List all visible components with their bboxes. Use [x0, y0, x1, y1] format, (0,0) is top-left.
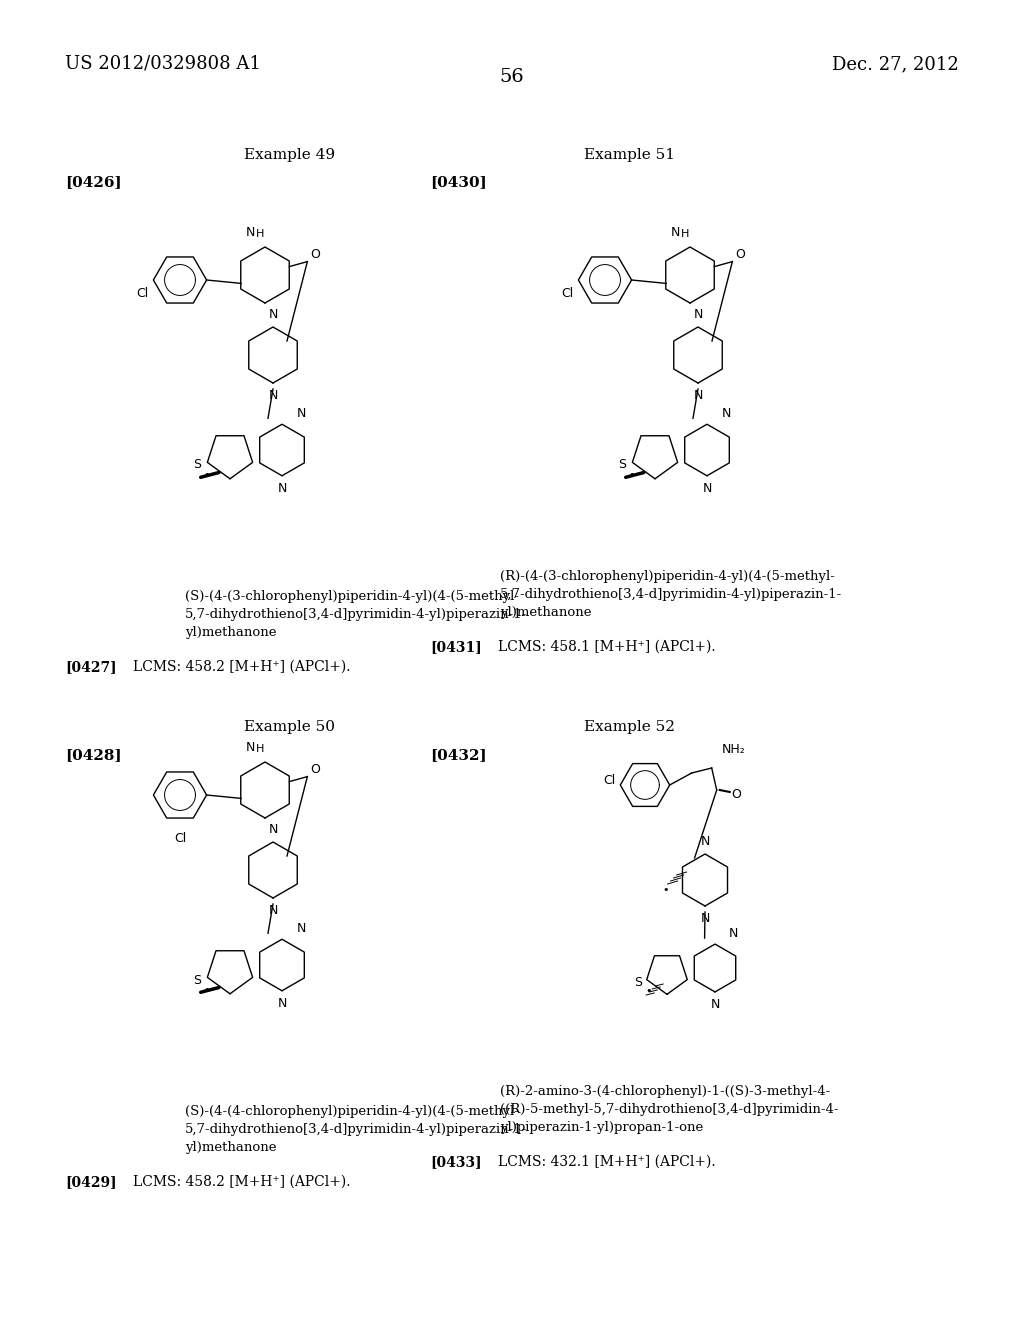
Text: N: N [268, 389, 278, 403]
Text: [0433]: [0433] [430, 1155, 481, 1170]
Text: O: O [310, 763, 321, 776]
Text: (S)-(4-(4-chlorophenyl)piperidin-4-yl)(4-(5-methyl-
5,7-dihydrothieno[3,4-d]pyri: (S)-(4-(4-chlorophenyl)piperidin-4-yl)(4… [185, 1105, 527, 1154]
Text: [0426]: [0426] [65, 176, 122, 189]
Text: N: N [693, 308, 702, 321]
Text: N: N [246, 226, 255, 239]
Text: [0429]: [0429] [65, 1175, 117, 1189]
Text: LCMS: 458.2 [M+H⁺] (APCl+).: LCMS: 458.2 [M+H⁺] (APCl+). [133, 1175, 350, 1189]
Text: O: O [310, 248, 321, 261]
Text: N: N [728, 927, 738, 940]
Text: •: • [204, 985, 210, 995]
Text: Cl: Cl [174, 832, 186, 845]
Text: H: H [681, 228, 689, 239]
Text: Example 50: Example 50 [245, 719, 336, 734]
Text: N: N [278, 997, 287, 1010]
Text: N: N [671, 226, 680, 239]
Text: N: N [246, 741, 255, 754]
Text: (R)-(4-(3-chlorophenyl)piperidin-4-yl)(4-(5-methyl-
5,7-dihydrothieno[3,4-d]pyri: (R)-(4-(3-chlorophenyl)piperidin-4-yl)(4… [500, 570, 843, 619]
Text: Cl: Cl [137, 286, 148, 300]
Text: Dec. 27, 2012: Dec. 27, 2012 [833, 55, 959, 73]
Text: Cl: Cl [603, 774, 615, 787]
Text: (S)-(4-(3-chlorophenyl)piperidin-4-yl)(4-(5-methyl-
5,7-dihydrothieno[3,4-d]pyri: (S)-(4-(3-chlorophenyl)piperidin-4-yl)(4… [185, 590, 527, 639]
Text: (R)-2-amino-3-(4-chlorophenyl)-1-((S)-3-methyl-4-
((R)-5-methyl-5,7-dihydrothien: (R)-2-amino-3-(4-chlorophenyl)-1-((S)-3-… [500, 1085, 839, 1134]
Text: N: N [700, 912, 710, 925]
Text: N: N [297, 407, 306, 420]
Text: N: N [278, 482, 287, 495]
Text: Example 51: Example 51 [585, 148, 676, 162]
Text: LCMS: 432.1 [M+H⁺] (APCl+).: LCMS: 432.1 [M+H⁺] (APCl+). [498, 1155, 716, 1170]
Text: [0430]: [0430] [430, 176, 486, 189]
Text: N: N [711, 998, 720, 1011]
Text: •: • [645, 986, 652, 997]
Text: Cl: Cl [562, 286, 574, 300]
Text: •: • [629, 470, 635, 480]
Text: H: H [256, 744, 264, 754]
Text: Example 52: Example 52 [585, 719, 676, 734]
Text: N: N [297, 921, 306, 935]
Text: [0428]: [0428] [65, 748, 122, 762]
Text: [0427]: [0427] [65, 660, 117, 675]
Text: [0432]: [0432] [430, 748, 486, 762]
Text: 56: 56 [500, 69, 524, 86]
Text: •: • [663, 884, 669, 895]
Text: NH₂: NH₂ [722, 743, 745, 756]
Text: H: H [256, 228, 264, 239]
Text: N: N [268, 822, 278, 836]
Text: S: S [634, 977, 642, 990]
Text: S: S [618, 458, 627, 471]
Text: N: N [268, 308, 278, 321]
Text: N: N [700, 836, 710, 847]
Text: S: S [194, 458, 201, 471]
Text: Example 49: Example 49 [245, 148, 336, 162]
Text: O: O [732, 788, 741, 801]
Text: LCMS: 458.2 [M+H⁺] (APCl+).: LCMS: 458.2 [M+H⁺] (APCl+). [133, 660, 350, 675]
Text: •: • [204, 470, 210, 480]
Text: O: O [735, 248, 745, 261]
Text: N: N [702, 482, 712, 495]
Text: US 2012/0329808 A1: US 2012/0329808 A1 [65, 55, 261, 73]
Text: S: S [194, 974, 201, 986]
Text: [0431]: [0431] [430, 640, 481, 653]
Text: N: N [722, 407, 731, 420]
Text: N: N [268, 904, 278, 917]
Text: LCMS: 458.1 [M+H⁺] (APCl+).: LCMS: 458.1 [M+H⁺] (APCl+). [498, 640, 716, 653]
Text: N: N [693, 389, 702, 403]
